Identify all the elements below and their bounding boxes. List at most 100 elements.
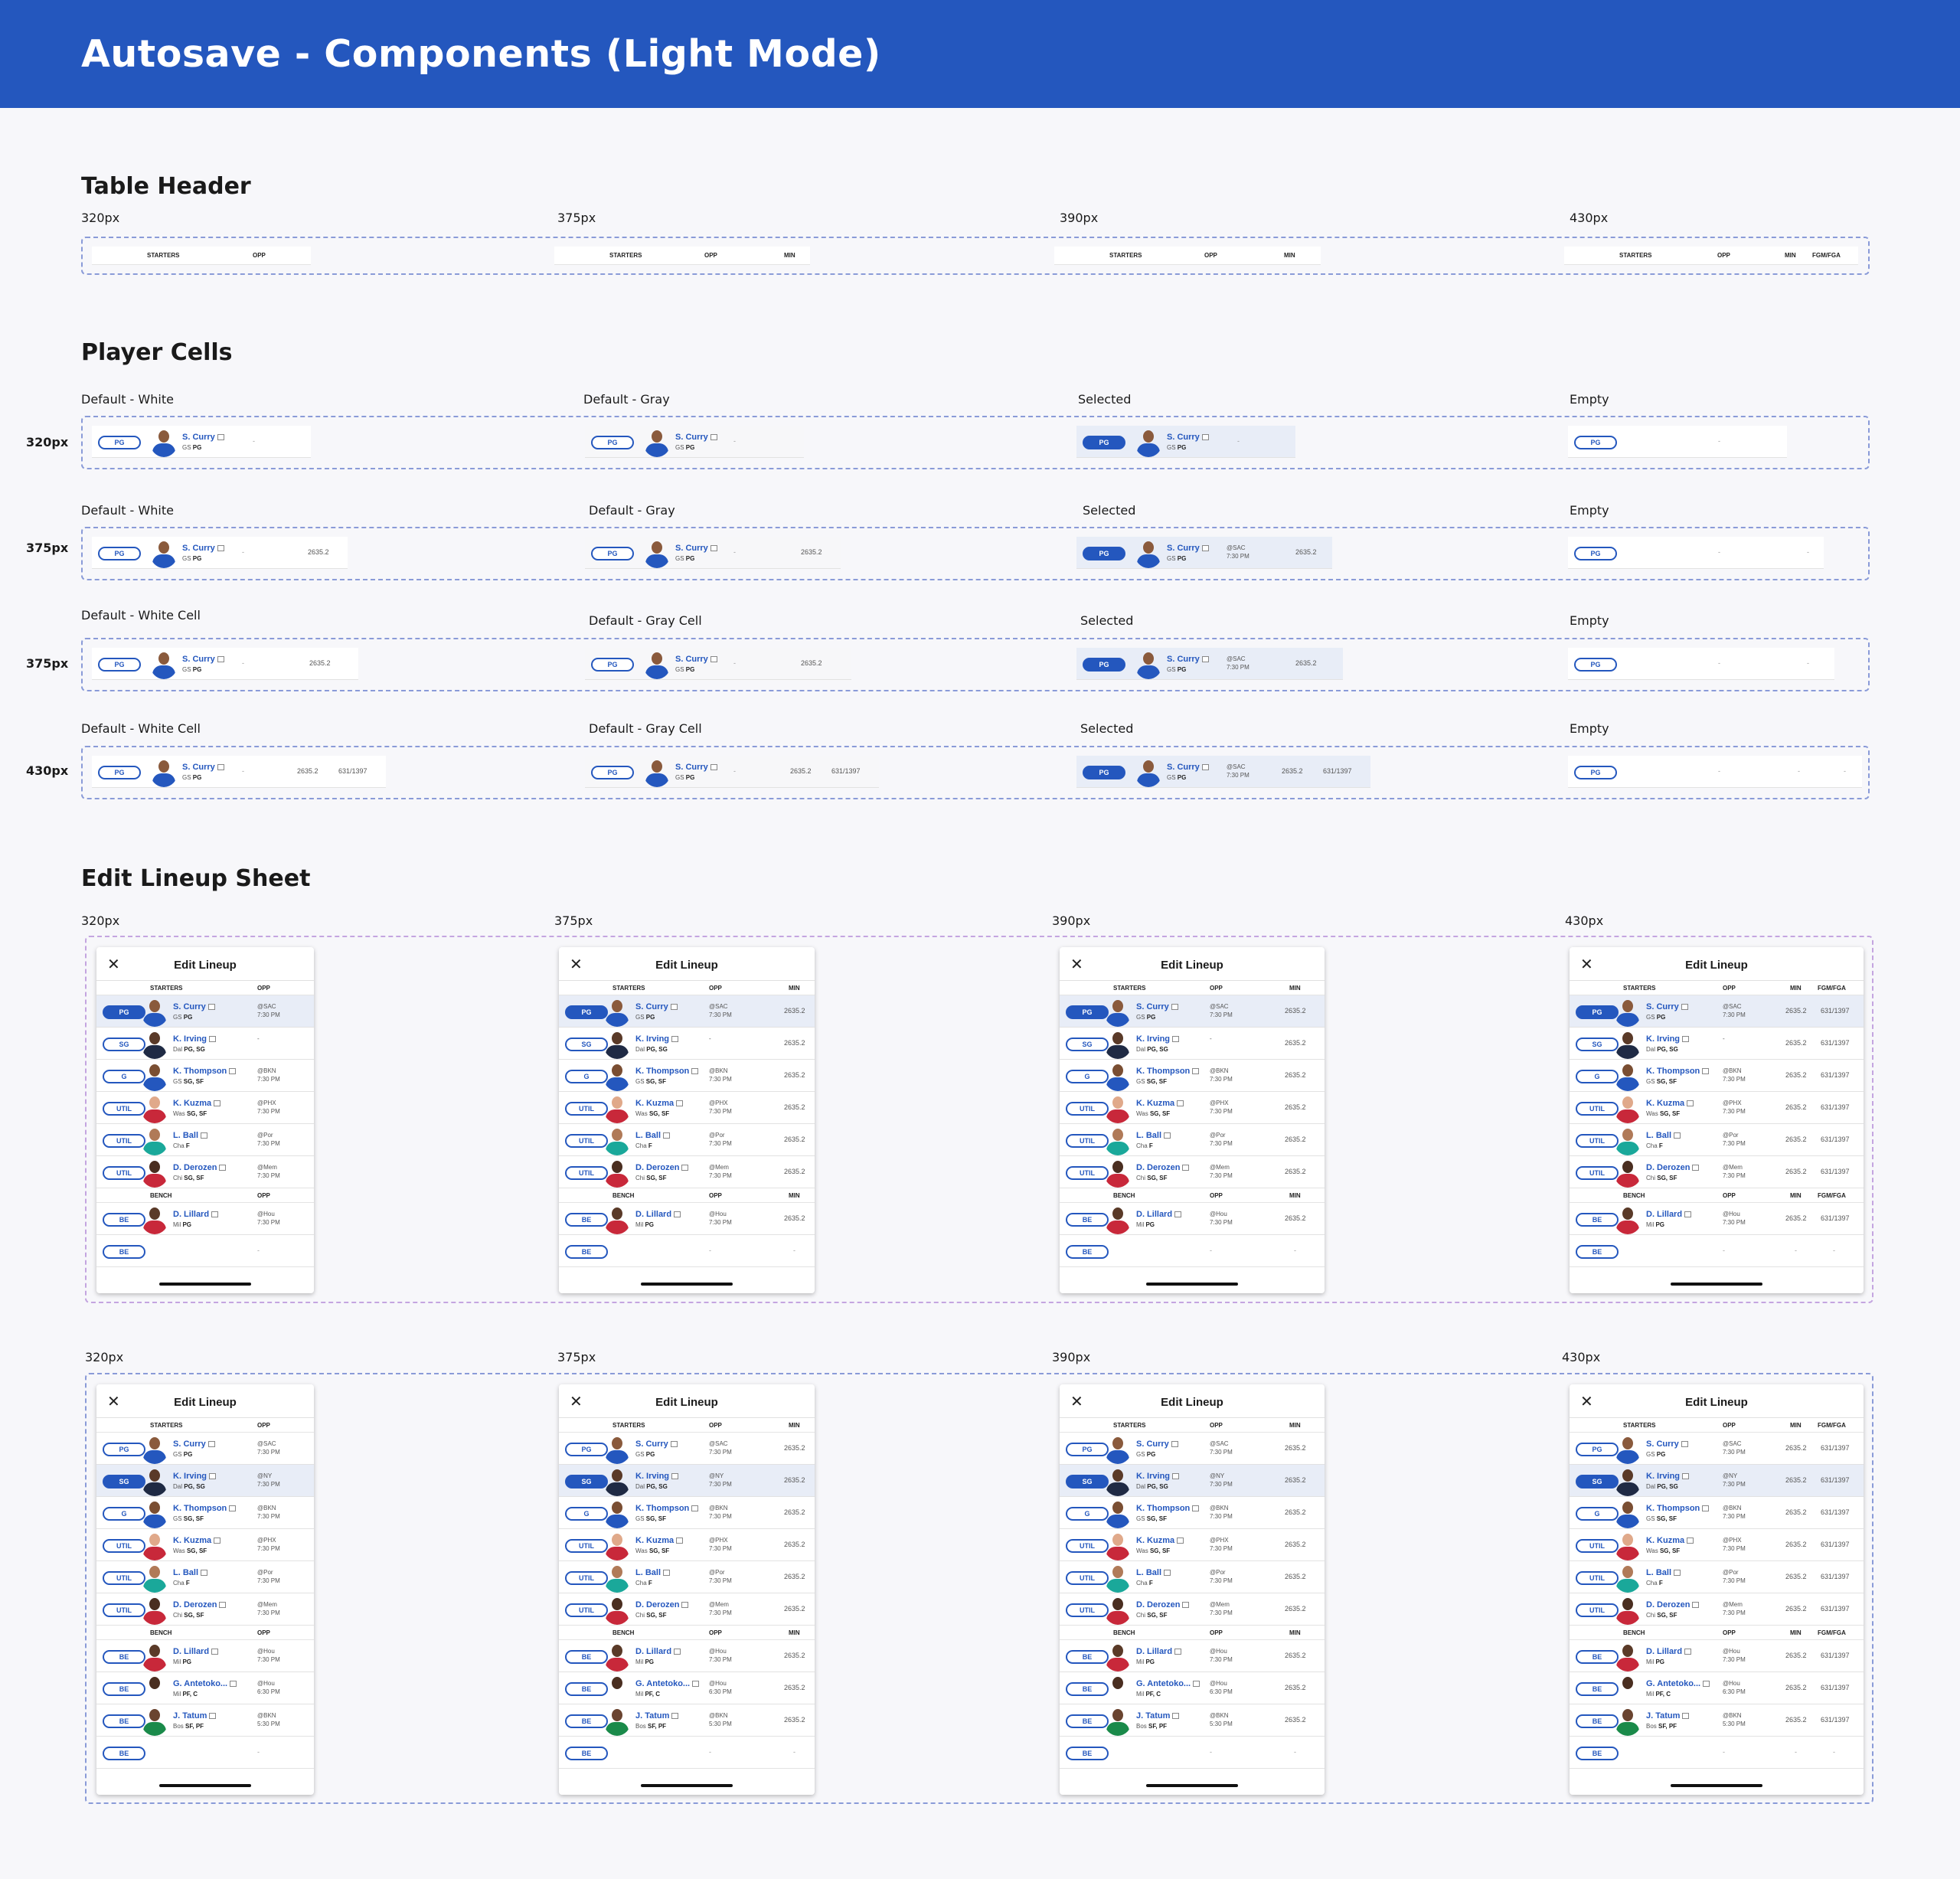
news-icon[interactable] <box>1172 1473 1180 1480</box>
player-name-text[interactable]: G. Antetoko... <box>173 1679 228 1688</box>
player-cell-white[interactable]: PG S. Curry GS PG - <box>92 426 311 458</box>
player-name[interactable]: K. Kuzma <box>1646 1099 1694 1108</box>
lineup-row[interactable]: BE D. Lillard Mil PG @Hou 7:30 PM 2635.2 <box>559 1203 815 1235</box>
news-icon[interactable] <box>1174 1649 1182 1655</box>
position-pill[interactable]: UTIL <box>1066 1102 1109 1116</box>
player-name-text[interactable]: L. Ball <box>635 1131 662 1140</box>
news-icon[interactable] <box>663 1570 671 1577</box>
position-pill[interactable]: SG <box>565 1475 608 1488</box>
news-icon[interactable] <box>671 1036 679 1043</box>
player-name[interactable]: G. Antetoko... <box>173 1679 237 1688</box>
player-name[interactable]: S. Curry <box>173 1002 215 1011</box>
player-name[interactable]: J. Tatum <box>173 1711 217 1721</box>
player-name[interactable]: S. Curry <box>1167 544 1209 553</box>
position-pill[interactable]: UTIL <box>1576 1102 1619 1116</box>
lineup-row[interactable]: SG K. Irving Dal PG, SG - 2635.2 <box>1060 1028 1325 1060</box>
player-name[interactable]: K. Kuzma <box>173 1536 221 1545</box>
lineup-row[interactable]: G K. Thompson GS SG, SF @BKN 7:30 PM 2635.2 <box>1060 1060 1325 1092</box>
player-name[interactable]: L. Ball <box>1646 1568 1681 1577</box>
player-name-text[interactable]: G. Antetoko... <box>1646 1679 1701 1688</box>
lineup-row[interactable]: PG S. Curry GS PG @SAC 7:30 PM 2635.2 631/1397 <box>1570 1433 1864 1465</box>
lineup-row[interactable]: BE J. Tatum Bos SF, PF @BKN 5:30 PM 2635.2 <box>559 1704 815 1737</box>
news-icon[interactable] <box>1702 1068 1710 1075</box>
news-icon[interactable] <box>207 1441 215 1448</box>
news-icon[interactable] <box>1201 656 1209 663</box>
position-pill[interactable]: PG <box>591 547 634 560</box>
news-icon[interactable] <box>1674 1132 1681 1139</box>
lineup-row[interactable]: BE G. Antetoko... Mil PF, C @Hou 6:30 PM 2635… <box>1570 1672 1864 1704</box>
position-pill[interactable]: BE <box>1066 1213 1109 1227</box>
position-pill[interactable]: BE <box>565 1682 608 1696</box>
lineup-row[interactable]: BE - - <box>559 1737 815 1769</box>
player-name[interactable]: K. Thompson <box>1136 1067 1200 1076</box>
news-icon[interactable] <box>1172 1713 1180 1720</box>
player-name[interactable]: D. Derozen <box>1646 1163 1700 1172</box>
player-name-text[interactable]: D. Derozen <box>173 1600 217 1609</box>
player-cell-gray[interactable]: PG S. Curry GS PG - 2635.2 <box>585 648 851 680</box>
news-icon[interactable] <box>710 434 717 441</box>
player-name[interactable]: D. Derozen <box>635 1600 689 1609</box>
player-name-text[interactable]: S. Curry <box>1167 655 1200 664</box>
lineup-row[interactable]: G K. Thompson GS SG, SF @BKN 7:30 PM <box>96 1060 314 1092</box>
lineup-row[interactable]: BE - - - <box>1570 1737 1864 1769</box>
player-name-text[interactable]: S. Curry <box>675 763 708 772</box>
player-name[interactable]: K. Thompson <box>1646 1067 1710 1076</box>
position-pill[interactable]: UTIL <box>1066 1134 1109 1148</box>
player-name[interactable]: L. Ball <box>173 1131 208 1140</box>
player-name-text[interactable]: K. Irving <box>1136 1472 1171 1481</box>
player-name[interactable]: K. Irving <box>173 1472 217 1481</box>
position-pill[interactable]: BE <box>565 1650 608 1664</box>
lineup-row[interactable]: BE - <box>96 1737 314 1769</box>
player-name[interactable]: G. Antetoko... <box>1646 1679 1710 1688</box>
player-name-text[interactable]: K. Thompson <box>1646 1067 1700 1076</box>
position-pill[interactable]: UTIL <box>1066 1166 1109 1180</box>
lineup-row[interactable]: BE G. Antetoko... Mil PF, C @Hou 6:30 PM 2635… <box>1060 1672 1325 1704</box>
position-pill[interactable]: BE <box>1066 1747 1109 1760</box>
news-icon[interactable] <box>1682 1036 1690 1043</box>
lineup-row[interactable]: BE D. Lillard Mil PG @Hou 7:30 PM 2635.2 <box>1060 1640 1325 1672</box>
player-name-text[interactable]: K. Kuzma <box>173 1099 212 1108</box>
news-icon[interactable] <box>1684 1649 1692 1655</box>
lineup-row[interactable]: BE D. Lillard Mil PG @Hou 7:30 PM 2635.2 631/1… <box>1570 1203 1864 1235</box>
position-pill[interactable]: G <box>103 1507 145 1521</box>
player-cell-empty[interactable]: PG - - <box>1568 537 1824 569</box>
player-name[interactable]: S. Curry <box>1136 1439 1178 1449</box>
news-icon[interactable] <box>681 1165 689 1172</box>
player-name-text[interactable]: K. Thompson <box>1646 1504 1700 1513</box>
player-name[interactable]: K. Thompson <box>1646 1504 1710 1513</box>
player-name[interactable]: S. Curry <box>1646 1439 1688 1449</box>
lineup-row[interactable]: BE D. Lillard Mil PG @Hou 7:30 PM 2635.2 <box>1060 1203 1325 1235</box>
news-icon[interactable] <box>670 1441 678 1448</box>
lineup-row[interactable]: PG S. Curry GS PG @SAC 7:30 PM 2635.2 <box>1060 1433 1325 1465</box>
news-icon[interactable] <box>1182 1165 1190 1172</box>
player-name[interactable]: K. Thompson <box>635 1067 699 1076</box>
player-name[interactable]: K. Kuzma <box>173 1099 221 1108</box>
position-pill[interactable]: G <box>1066 1070 1109 1083</box>
player-name-text[interactable]: L. Ball <box>173 1131 199 1140</box>
position-pill[interactable]: G <box>1066 1507 1109 1521</box>
position-pill[interactable]: PG <box>1576 1005 1619 1019</box>
position-pill[interactable]: PG <box>1083 658 1125 672</box>
player-name[interactable]: G. Antetoko... <box>635 1679 700 1688</box>
lineup-row[interactable]: PG S. Curry GS PG @SAC 7:30 PM 2635.2 <box>559 995 815 1028</box>
lineup-row[interactable]: UTIL K. Kuzma Was SG, SF @PHX 7:30 PM 2635.2 <box>559 1092 815 1124</box>
player-name-text[interactable]: K. Thompson <box>173 1067 227 1076</box>
position-pill[interactable]: UTIL <box>1576 1603 1619 1617</box>
player-name-text[interactable]: L. Ball <box>1646 1568 1672 1577</box>
player-name[interactable]: J. Tatum <box>1646 1711 1690 1721</box>
position-pill[interactable]: BE <box>1066 1650 1109 1664</box>
news-icon[interactable] <box>1164 1132 1171 1139</box>
position-pill[interactable]: UTIL <box>1066 1603 1109 1617</box>
lineup-row[interactable]: BE - <box>96 1235 314 1267</box>
lineup-row[interactable]: UTIL L. Ball Cha F @Por 7:30 PM <box>96 1561 314 1593</box>
player-name-text[interactable]: S. Curry <box>182 763 215 772</box>
position-pill[interactable]: SG <box>1066 1475 1109 1488</box>
player-name[interactable]: D. Derozen <box>1136 1163 1190 1172</box>
player-name[interactable]: J. Tatum <box>635 1711 679 1721</box>
position-pill[interactable]: PG <box>1574 766 1617 779</box>
news-icon[interactable] <box>1684 1211 1692 1218</box>
position-pill[interactable]: PG <box>591 436 634 449</box>
player-name-text[interactable]: S. Curry <box>182 433 215 442</box>
position-pill[interactable]: BE <box>565 1245 608 1259</box>
position-pill[interactable]: BE <box>565 1747 608 1760</box>
